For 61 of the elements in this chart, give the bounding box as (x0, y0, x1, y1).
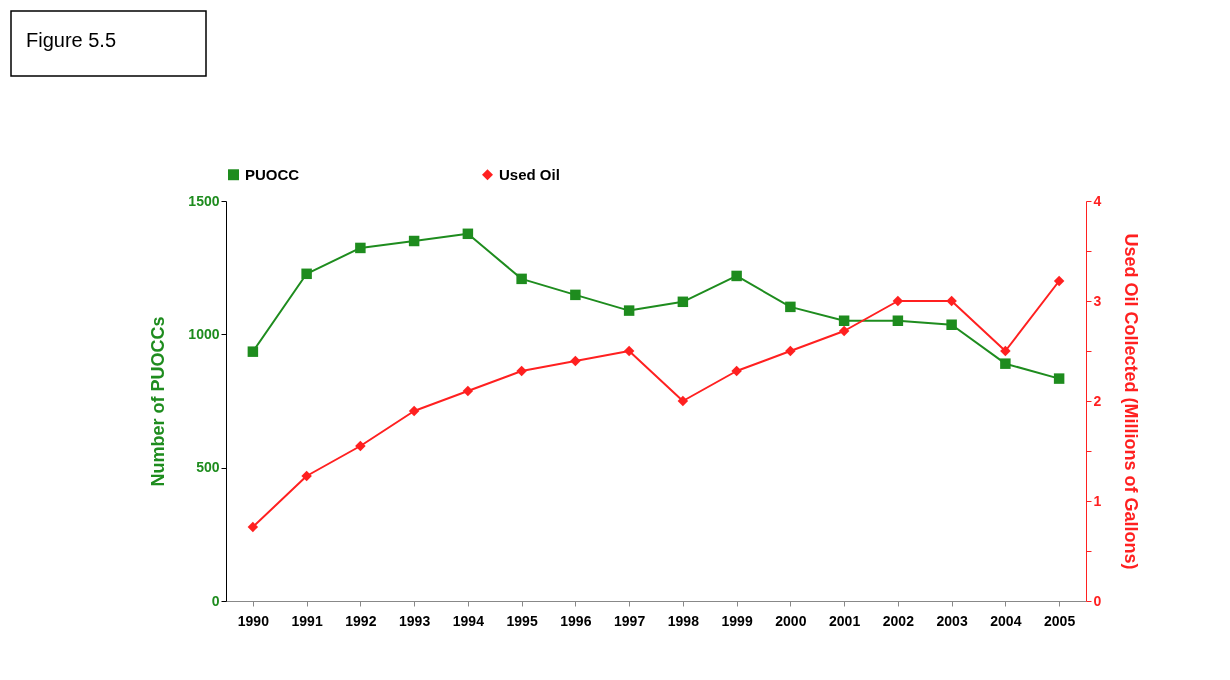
point (892, 315, 904, 326)
point (677, 296, 689, 308)
y2-tick-label: 2 (1093, 392, 1102, 409)
point (301, 470, 312, 482)
point (946, 295, 957, 307)
point (355, 440, 366, 452)
point (301, 268, 312, 280)
x-tick-label: 2002 (882, 612, 915, 629)
point (1000, 358, 1011, 369)
y-tick-label: 500 (196, 459, 220, 476)
point (838, 325, 850, 337)
point (516, 365, 527, 377)
point (623, 305, 635, 316)
caption: Figure 5.5 (26, 29, 117, 51)
x-tick-label: 1992 (345, 612, 377, 629)
point (785, 301, 796, 313)
point (408, 235, 420, 247)
y2-axis-title: Used Oil Collected (Millions of Gallons) (1121, 233, 1142, 570)
point (785, 345, 796, 357)
point (1000, 345, 1011, 357)
x-tick-label: 1993 (399, 612, 431, 629)
point (516, 273, 527, 285)
point (408, 405, 420, 417)
point (1053, 275, 1065, 287)
x-tick-label: 1999 (721, 612, 753, 629)
x-tick-label: 1994 (452, 612, 485, 629)
point (838, 315, 850, 326)
x-tick-label: 1995 (506, 612, 538, 629)
y2-tick-label: 4 (1093, 192, 1102, 209)
point (355, 242, 366, 254)
x-tick-label: 2003 (936, 612, 968, 629)
y2-tick-label: 0 (1093, 592, 1102, 609)
x-tick-label: 2004 (990, 612, 1022, 629)
y2-tick-label: 3 (1093, 292, 1102, 309)
y-tick-label: 0 (211, 592, 220, 609)
point (946, 319, 957, 330)
y-axis-title: Number of PUOCCs (148, 316, 169, 487)
x-tick-label: 1991 (291, 612, 323, 629)
point (731, 365, 742, 377)
x-tick-label: 1990 (237, 612, 270, 629)
x-tick-label: 1997 (614, 612, 646, 629)
point (570, 355, 581, 367)
point (570, 289, 581, 301)
point (677, 395, 689, 407)
x-tick-label: 2001 (829, 612, 861, 629)
x-tick-label: 2005 (1044, 612, 1076, 629)
point (731, 270, 742, 282)
point (1053, 373, 1065, 384)
y2-tick-label: 1 (1093, 492, 1102, 509)
legend-label: PUOCC (245, 165, 300, 183)
point (247, 521, 259, 533)
point (247, 346, 259, 357)
point (462, 385, 474, 397)
legend-label: Used Oil (499, 165, 560, 183)
y-tick-label: 1000 (188, 325, 220, 342)
point (623, 345, 635, 357)
y-tick-label: 1500 (188, 192, 220, 209)
point (462, 228, 474, 240)
x-tick-label: 2000 (775, 612, 807, 629)
x-tick-label: 1998 (667, 612, 700, 629)
x-tick-label: 1996 (560, 612, 592, 629)
